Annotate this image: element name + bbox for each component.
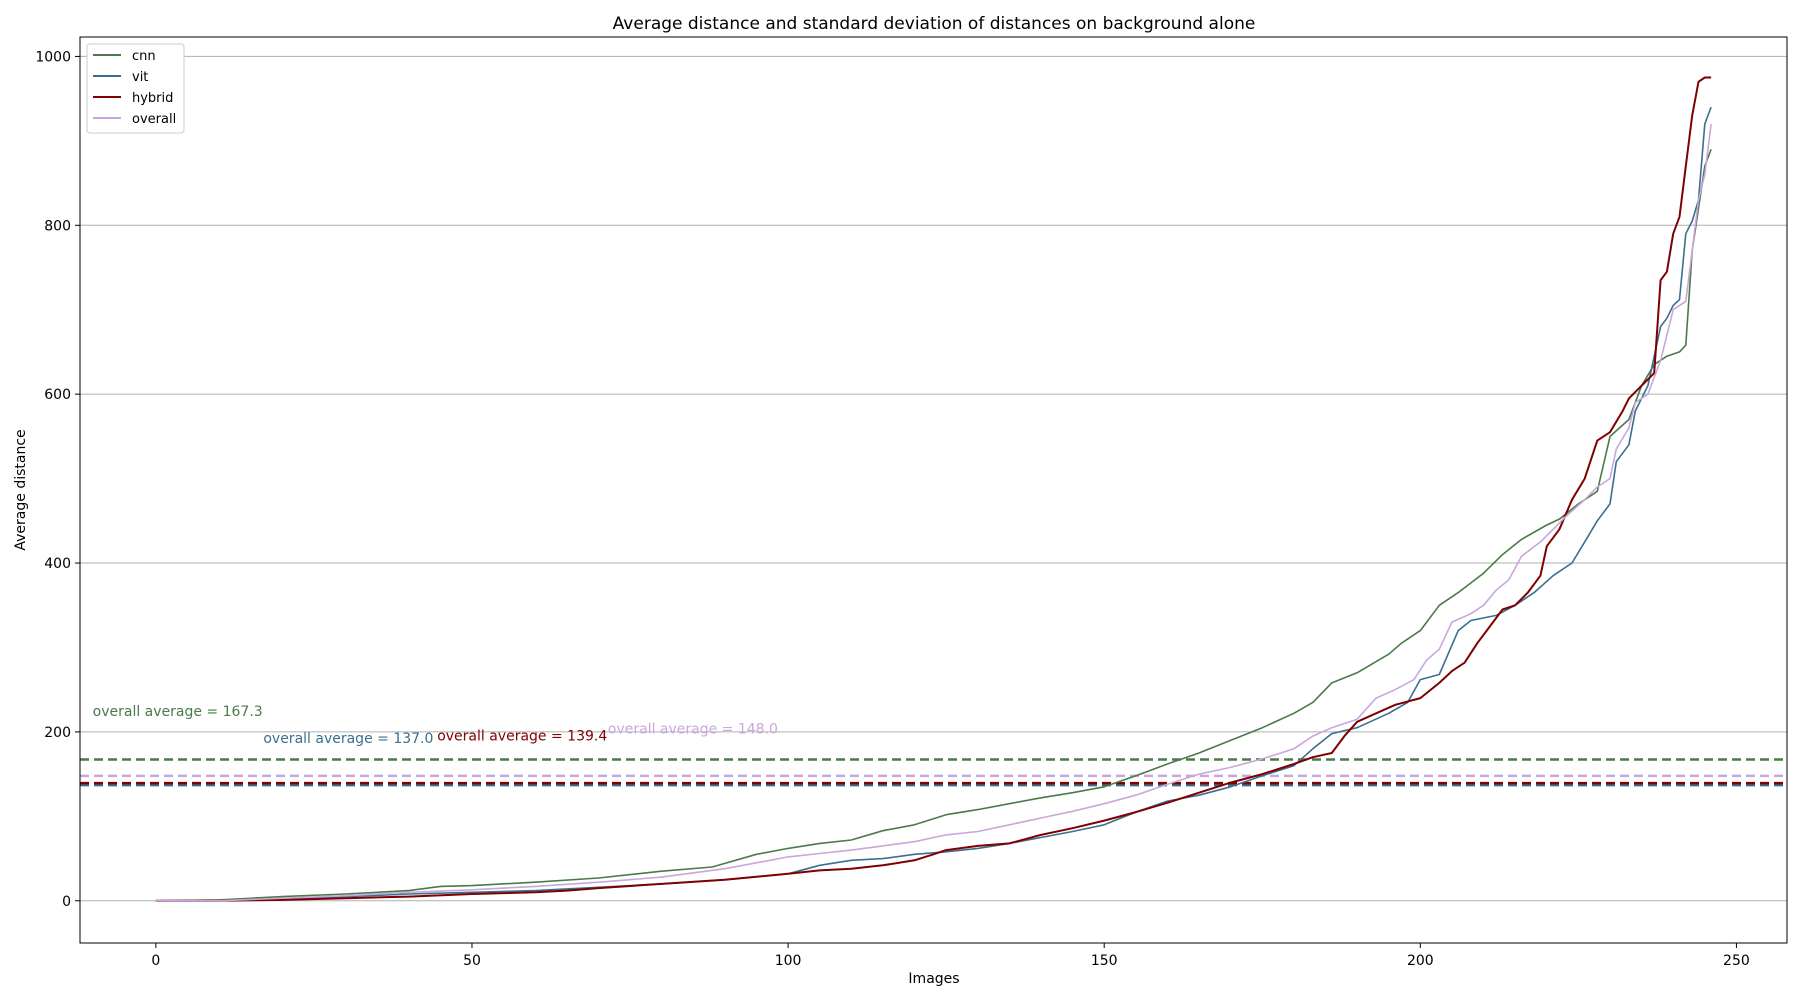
legend-label-vit: vit xyxy=(132,70,148,85)
series-line-hybrid xyxy=(155,76,1712,902)
x-tick-label-4: 200 xyxy=(1407,953,1434,969)
x-axis-label: Images xyxy=(908,971,959,987)
reference-label-overall: overall average = 148.0 xyxy=(608,722,778,738)
legend-label-cnn: cnn xyxy=(132,49,156,64)
y-tick-label-0: 0 xyxy=(62,894,71,910)
x-tick-label-3: 150 xyxy=(1091,953,1118,969)
series-line-cnn xyxy=(155,149,1712,902)
y-tick-label-1: 200 xyxy=(44,725,71,741)
chart-title: Average distance and standard deviation … xyxy=(613,14,1256,34)
x-tick-label-0: 0 xyxy=(151,953,160,969)
y-tick-label-5: 1000 xyxy=(35,49,71,65)
reference-lines xyxy=(80,758,1787,787)
y-tick-label-2: 400 xyxy=(44,556,71,572)
y-axis-ticks: 0 200 400 600 800 1000 xyxy=(35,49,80,910)
grid xyxy=(80,55,1787,902)
x-tick-label-1: 50 xyxy=(463,953,481,969)
legend-box xyxy=(86,43,185,134)
series-lines xyxy=(155,76,1712,902)
x-tick-label-5: 250 xyxy=(1723,953,1750,969)
reference-label-cnn: overall average = 167.3 xyxy=(93,704,263,720)
legend-label-hybrid: hybrid xyxy=(132,91,173,106)
y-tick-label-4: 800 xyxy=(44,218,71,234)
y-axis-label: Average distance xyxy=(13,429,29,550)
x-axis-ticks: 0 50 100 150 200 250 xyxy=(151,943,1750,969)
plot-frame xyxy=(79,36,1788,944)
reference-label-hybrid: overall average = 139.4 xyxy=(437,728,607,744)
legend-label-overall: overall xyxy=(132,112,176,127)
x-tick-label-2: 100 xyxy=(775,953,802,969)
y-tick-label-3: 600 xyxy=(44,387,71,403)
series-line-overall xyxy=(155,123,1712,902)
legend: cnn vit hybrid overall xyxy=(86,43,185,134)
reference-label-vit: overall average = 137.0 xyxy=(263,731,433,747)
